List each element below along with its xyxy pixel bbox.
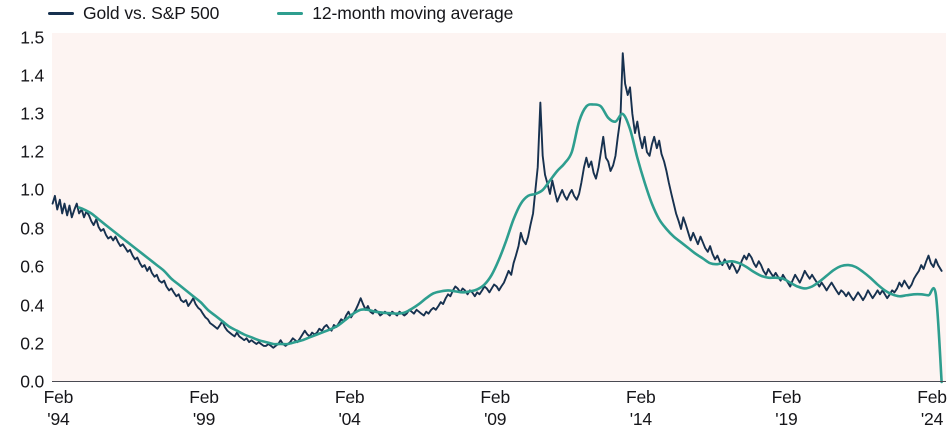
legend-label: Gold vs. S&P 500: [83, 2, 220, 23]
x-axis-tick-month: Feb: [334, 387, 365, 407]
plot-area: [51, 33, 946, 384]
y-axis-tick-label: 1.5: [20, 27, 44, 48]
x-axis-tick-label: Feb '94: [44, 386, 74, 430]
y-axis: 1.5 1.4 1.3 1.2 1.0 0.8 0.6 0.4 0.2 0.0: [0, 0, 52, 432]
y-axis-tick-label: 0.4: [20, 295, 44, 316]
chart-legend: Gold vs. S&P 500 12-month moving average: [48, 0, 513, 26]
series-line-gold-vs-sp500: [51, 52, 943, 349]
series-lines: [51, 52, 943, 384]
legend-item-gold-vs-sp500[interactable]: Gold vs. S&P 500: [48, 3, 219, 24]
y-axis-tick-label: 0.0: [20, 371, 44, 392]
y-axis-tick-label: 0.2: [20, 333, 44, 354]
x-axis-tick-month: Feb: [917, 387, 947, 407]
x-axis-tick-label: Feb '04: [335, 386, 365, 430]
line-swatch-icon: [48, 11, 74, 15]
y-axis-tick-label: 1.3: [20, 103, 44, 124]
x-axis: Feb '94 Feb '99 Feb '04 Feb '09 Feb '14 Feb '19 Feb '…: [0, 386, 951, 432]
x-axis-tick-year: '04: [338, 409, 361, 430]
x-axis-tick-month: Feb: [43, 387, 74, 407]
x-axis-tick-month: Feb: [771, 387, 802, 407]
x-axis-tick-label: Feb '14: [626, 386, 656, 430]
line-swatch-icon: [277, 11, 304, 15]
y-axis-tick-label: 0.8: [20, 218, 44, 239]
x-axis-tick-year: '09: [484, 409, 507, 430]
x-axis-line: [52, 381, 946, 383]
y-axis-tick-label: 1.0: [20, 179, 44, 200]
x-axis-tick-year: '94: [47, 409, 70, 430]
x-axis-tick-label: Feb '24: [917, 386, 947, 430]
legend-item-moving-average[interactable]: 12-month moving average: [277, 3, 513, 24]
y-axis-tick-label: 1.2: [20, 141, 44, 162]
y-axis-tick-label: 0.6: [20, 256, 44, 277]
legend-label: 12-month moving average: [312, 2, 514, 23]
x-axis-tick-month: Feb: [480, 387, 510, 407]
y-axis-tick-label: 1.4: [20, 65, 44, 86]
x-axis-tick-month: Feb: [189, 387, 219, 407]
x-axis-tick-year: '19: [775, 409, 798, 430]
x-axis-tick-label: Feb '09: [480, 386, 510, 430]
x-axis-tick-label: Feb '19: [772, 386, 802, 430]
series-line-moving-average: [77, 103, 943, 384]
x-axis-tick-month: Feb: [626, 387, 656, 407]
x-axis-tick-year: '24: [920, 409, 944, 430]
x-axis-tick-year: '14: [629, 409, 652, 430]
x-axis-tick-label: Feb '99: [189, 386, 219, 430]
x-axis-tick-year: '99: [192, 409, 216, 430]
